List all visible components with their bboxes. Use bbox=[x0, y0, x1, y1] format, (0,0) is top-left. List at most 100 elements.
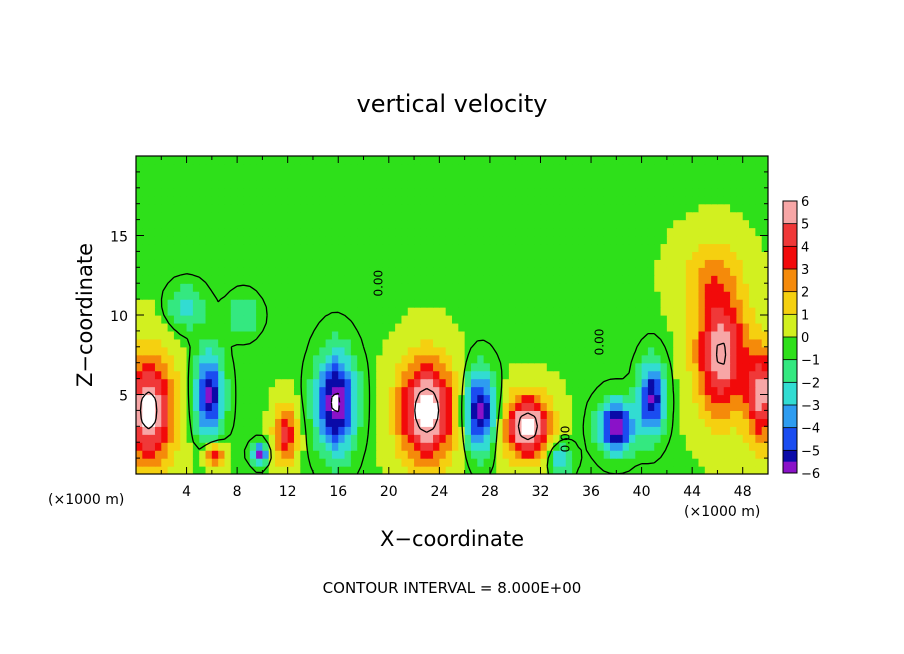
field-cell bbox=[401, 259, 409, 268]
x-tick-label: 12 bbox=[279, 484, 297, 500]
field-cell bbox=[515, 338, 523, 348]
field-cell bbox=[331, 426, 339, 435]
field-cell bbox=[148, 211, 156, 221]
field-cell bbox=[540, 219, 548, 229]
field-cell bbox=[559, 275, 567, 284]
field-cell bbox=[344, 322, 352, 332]
field-cell bbox=[382, 330, 390, 340]
field-cell bbox=[553, 259, 561, 268]
field-cell bbox=[382, 322, 390, 332]
field-cell bbox=[167, 386, 175, 396]
field-cell bbox=[306, 267, 314, 276]
field-cell bbox=[565, 283, 573, 292]
field-cell bbox=[369, 378, 377, 388]
field-cell bbox=[572, 338, 579, 348]
field-cell bbox=[711, 426, 719, 435]
field-cell bbox=[211, 259, 219, 268]
field-cell bbox=[275, 418, 282, 427]
field-cell bbox=[496, 426, 504, 435]
field-cell bbox=[344, 195, 352, 205]
field-cell bbox=[666, 203, 674, 213]
field-cell bbox=[749, 307, 756, 316]
field-cell bbox=[319, 338, 327, 348]
field-cell bbox=[477, 410, 485, 419]
field-cell bbox=[584, 243, 592, 252]
field-cell bbox=[262, 322, 270, 332]
field-cell bbox=[192, 330, 200, 340]
field-cell bbox=[458, 163, 466, 173]
field-cell bbox=[483, 235, 491, 245]
field-cell bbox=[186, 163, 194, 173]
field-cell bbox=[281, 307, 289, 316]
field-cell bbox=[546, 426, 554, 435]
field-cell bbox=[142, 275, 150, 284]
field-cell bbox=[325, 243, 333, 252]
field-cell bbox=[268, 338, 276, 348]
field-cell bbox=[647, 299, 655, 308]
field-cell bbox=[237, 378, 245, 388]
field-cell bbox=[224, 171, 232, 181]
field-cell bbox=[477, 163, 485, 173]
field-cell bbox=[331, 203, 339, 213]
field-cell bbox=[502, 338, 510, 348]
field-cell bbox=[300, 330, 308, 340]
field-cell bbox=[597, 195, 605, 205]
field-cell bbox=[489, 466, 497, 474]
field-cell bbox=[180, 466, 188, 474]
field-cell bbox=[173, 362, 181, 372]
field-cell bbox=[508, 203, 516, 213]
field-cell bbox=[502, 275, 510, 284]
field-cell bbox=[388, 267, 396, 276]
field-cell bbox=[610, 243, 617, 252]
field-cell bbox=[388, 442, 396, 451]
field-cell bbox=[237, 163, 245, 173]
field-cell bbox=[344, 283, 352, 292]
field-cell bbox=[578, 378, 586, 388]
field-cell bbox=[464, 171, 472, 181]
field-cell bbox=[527, 402, 535, 411]
field-cell bbox=[685, 227, 693, 237]
field-cell bbox=[376, 458, 384, 467]
field-cell bbox=[388, 179, 396, 189]
field-cell bbox=[660, 458, 668, 467]
field-cell bbox=[527, 346, 535, 356]
field-cell bbox=[300, 386, 308, 396]
field-cell bbox=[243, 235, 251, 245]
field-cell bbox=[692, 450, 700, 459]
field-cell bbox=[635, 171, 643, 181]
field-cell bbox=[730, 227, 737, 237]
field-cell bbox=[458, 227, 466, 237]
field-cell bbox=[256, 187, 263, 197]
field-cell bbox=[325, 362, 333, 372]
field-cell bbox=[647, 402, 655, 411]
field-cell bbox=[319, 187, 327, 197]
field-cell bbox=[338, 187, 346, 197]
field-cell bbox=[357, 338, 365, 348]
field-cell bbox=[192, 362, 200, 372]
field-cell bbox=[628, 315, 636, 324]
field-cell bbox=[749, 410, 756, 419]
field-cell bbox=[338, 354, 346, 364]
field-cell bbox=[268, 267, 276, 276]
field-cell bbox=[395, 330, 403, 340]
field-cell bbox=[502, 378, 510, 388]
field-cell bbox=[755, 370, 763, 380]
field-cell bbox=[559, 291, 567, 300]
field-cell bbox=[148, 291, 156, 300]
field-cell bbox=[578, 171, 586, 181]
field-cell bbox=[515, 187, 523, 197]
field-cell bbox=[249, 283, 257, 292]
field-cell bbox=[243, 450, 251, 459]
field-cell bbox=[736, 434, 744, 443]
field-cell bbox=[553, 418, 561, 427]
field-cell bbox=[565, 466, 573, 474]
field-cell bbox=[382, 362, 390, 372]
field-cell bbox=[559, 362, 567, 372]
field-cell bbox=[376, 442, 384, 451]
field-cell bbox=[742, 219, 750, 229]
field-cell bbox=[148, 171, 156, 181]
field-cell bbox=[666, 466, 674, 474]
field-cell bbox=[167, 315, 175, 324]
field-cell bbox=[666, 315, 674, 324]
